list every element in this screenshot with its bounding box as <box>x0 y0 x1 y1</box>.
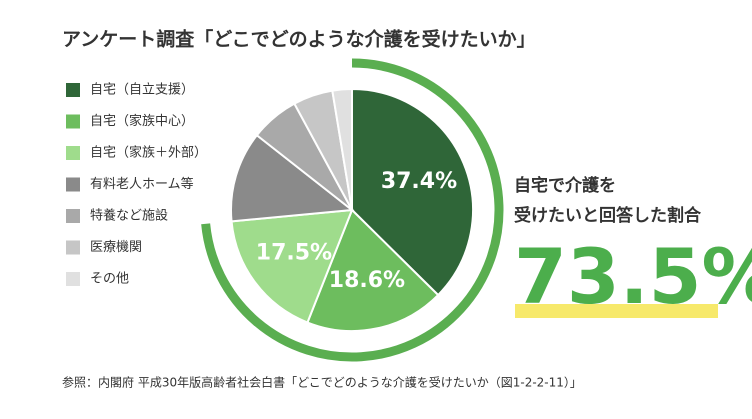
legend-label: 自宅（家族＋外部） <box>90 145 207 161</box>
legend-label: 医療機関 <box>90 240 142 255</box>
pie-slice <box>230 133 355 223</box>
legend-swatch <box>66 146 80 160</box>
slice-label: 37.4% <box>381 169 457 194</box>
callout-line: 自宅で介護を <box>514 175 616 196</box>
source: 参照：内閣府 平成30年版高齢者社会白書「どこでどのような介護を受けたいか（図1… <box>62 375 582 390</box>
legend-swatch <box>66 209 80 223</box>
legend-label: その他 <box>90 272 129 287</box>
slice-label: 17.5% <box>256 241 332 266</box>
legend-swatch <box>66 177 80 192</box>
legend-label: 特養など施設 <box>90 208 168 224</box>
legend-swatch <box>66 114 80 129</box>
slice-label: 18.6% <box>329 268 405 293</box>
legend-label: 有料老人ホーム等 <box>90 176 194 192</box>
legend-label: 自宅（自立支援） <box>90 83 194 98</box>
chart-title: アンケート調査「どこでどのような介護を受けたいか」 <box>62 28 536 51</box>
legend-swatch <box>66 272 80 286</box>
pie-slice <box>230 208 354 324</box>
ring-label: 73.5% <box>514 232 752 321</box>
ring-arc <box>201 58 504 362</box>
legend-swatch <box>66 83 80 97</box>
legend-label: 自宅（家族中心） <box>90 113 194 129</box>
pie-slice <box>351 87 474 297</box>
pie-slice <box>331 87 353 211</box>
callout-line: 受けたいと回答した割合 <box>514 205 702 226</box>
highlight-bar <box>515 304 718 318</box>
legend-swatch <box>66 240 80 255</box>
